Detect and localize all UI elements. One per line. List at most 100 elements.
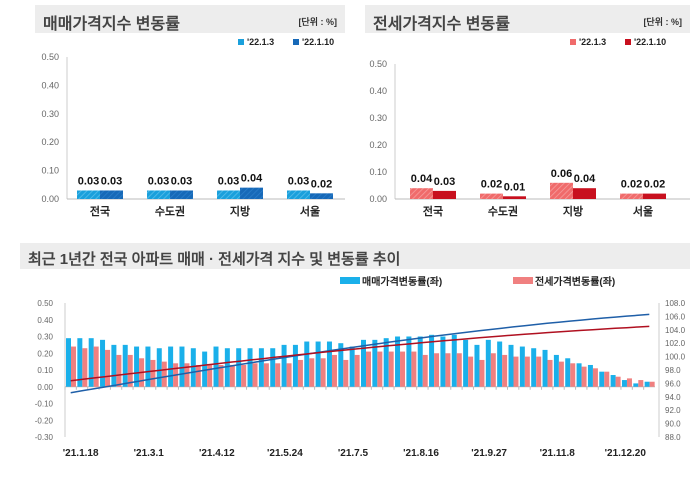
bar <box>122 344 128 387</box>
bar <box>599 371 605 387</box>
bar <box>349 346 355 387</box>
category-label: 수도권 <box>155 205 185 218</box>
bar <box>361 339 366 387</box>
category-label: 지방 <box>563 204 583 218</box>
bar <box>388 351 394 387</box>
y2-tick-label: 108.0 <box>665 299 686 308</box>
y-tick-label: 0.40 <box>41 80 59 90</box>
legend-swatch <box>293 39 299 45</box>
bar <box>377 351 383 387</box>
y-tick-label: -0.10 <box>35 400 54 409</box>
bar <box>411 351 417 387</box>
bar <box>93 346 99 387</box>
trend-chart-title: 최근 1년간 전국 아파트 매매 · 전세가격 지수 및 변동률 추이 <box>28 251 401 268</box>
bar <box>195 364 201 387</box>
bar <box>485 339 491 387</box>
y-tick-label: 0.20 <box>37 349 53 358</box>
bar <box>542 349 548 387</box>
bar <box>649 381 655 387</box>
bar <box>383 338 389 387</box>
category-label: 수도권 <box>488 205 518 218</box>
bar <box>100 339 106 387</box>
data-label: 0.02 <box>621 179 642 191</box>
legend-swatch <box>238 39 244 45</box>
y-tick-label: 0.20 <box>369 140 387 150</box>
bar <box>161 361 167 387</box>
x-tick-label: '21.3.1 <box>134 448 165 459</box>
y2-tick-label: 102.0 <box>665 339 686 348</box>
bar <box>77 190 100 199</box>
bar <box>451 334 457 387</box>
legend-label: 매매가격변동률(좌) <box>362 275 442 288</box>
bar <box>434 353 440 387</box>
bar <box>519 346 525 387</box>
legend-swatch <box>570 39 576 45</box>
category-label: 전국 <box>90 204 110 218</box>
bar <box>241 364 247 387</box>
bar <box>213 346 219 387</box>
bar <box>553 354 559 387</box>
legend-swatch <box>625 39 631 45</box>
bar <box>150 359 156 387</box>
bar <box>326 341 332 387</box>
bar <box>503 196 526 199</box>
data-label: 0.06 <box>551 168 572 180</box>
y-tick-label: -0.30 <box>35 433 54 442</box>
y-tick-label: 0.30 <box>37 333 53 342</box>
x-tick-label: '21.12.20 <box>605 448 647 459</box>
x-tick-label: '21.4.12 <box>199 448 235 459</box>
bar <box>479 359 485 387</box>
bar <box>604 371 610 387</box>
bar <box>275 363 281 387</box>
legend-label: '22.1.3 <box>247 37 274 47</box>
sale-chart-title: 매매가격지수 변동률 <box>43 16 180 33</box>
bar <box>82 348 88 387</box>
y-tick-label: 0.30 <box>369 113 387 123</box>
bar <box>433 190 456 199</box>
bar <box>550 182 573 199</box>
bar <box>626 378 632 387</box>
bar <box>145 346 151 387</box>
x-tick-label: '21.5.24 <box>267 448 303 459</box>
x-tick-label: '21.8.16 <box>403 448 439 459</box>
bar <box>134 346 140 387</box>
bar <box>372 339 378 387</box>
bar <box>252 363 258 387</box>
bar <box>395 336 401 387</box>
category-label: 지방 <box>230 204 250 218</box>
x-tick-label: '21.11.8 <box>540 448 576 459</box>
bar <box>620 193 643 199</box>
bar <box>354 354 360 387</box>
bar <box>558 361 564 387</box>
bar <box>304 341 310 387</box>
bar <box>77 338 83 387</box>
category-label: 서울 <box>300 204 320 218</box>
data-label: 0.02 <box>311 178 332 190</box>
data-label: 0.03 <box>288 175 309 187</box>
y-tick-label: 0.50 <box>37 299 53 308</box>
y-tick-label: 0.10 <box>37 366 53 375</box>
bar <box>286 363 292 387</box>
bar <box>88 338 94 387</box>
category-label: 전국 <box>423 204 443 218</box>
bar <box>410 188 433 199</box>
y-tick-label: 0.30 <box>41 109 59 119</box>
bar <box>547 359 553 387</box>
y2-tick-label: 98.0 <box>665 366 681 375</box>
bar <box>127 354 133 387</box>
y-tick-label: 0.00 <box>37 383 53 392</box>
bar <box>320 358 326 387</box>
x-tick-label: '21.7.5 <box>338 448 369 459</box>
bar <box>456 353 462 387</box>
legend-swatch <box>513 277 533 284</box>
bar <box>156 348 162 387</box>
y-tick-label: 0.10 <box>369 167 387 177</box>
bar <box>445 353 451 387</box>
sale-unit-label: [단위 : %] <box>298 17 337 27</box>
bar <box>615 376 621 387</box>
bar <box>310 193 333 199</box>
y2-tick-label: 92.0 <box>665 406 681 415</box>
bar <box>207 364 213 387</box>
bar <box>66 338 71 387</box>
bar <box>258 348 264 387</box>
